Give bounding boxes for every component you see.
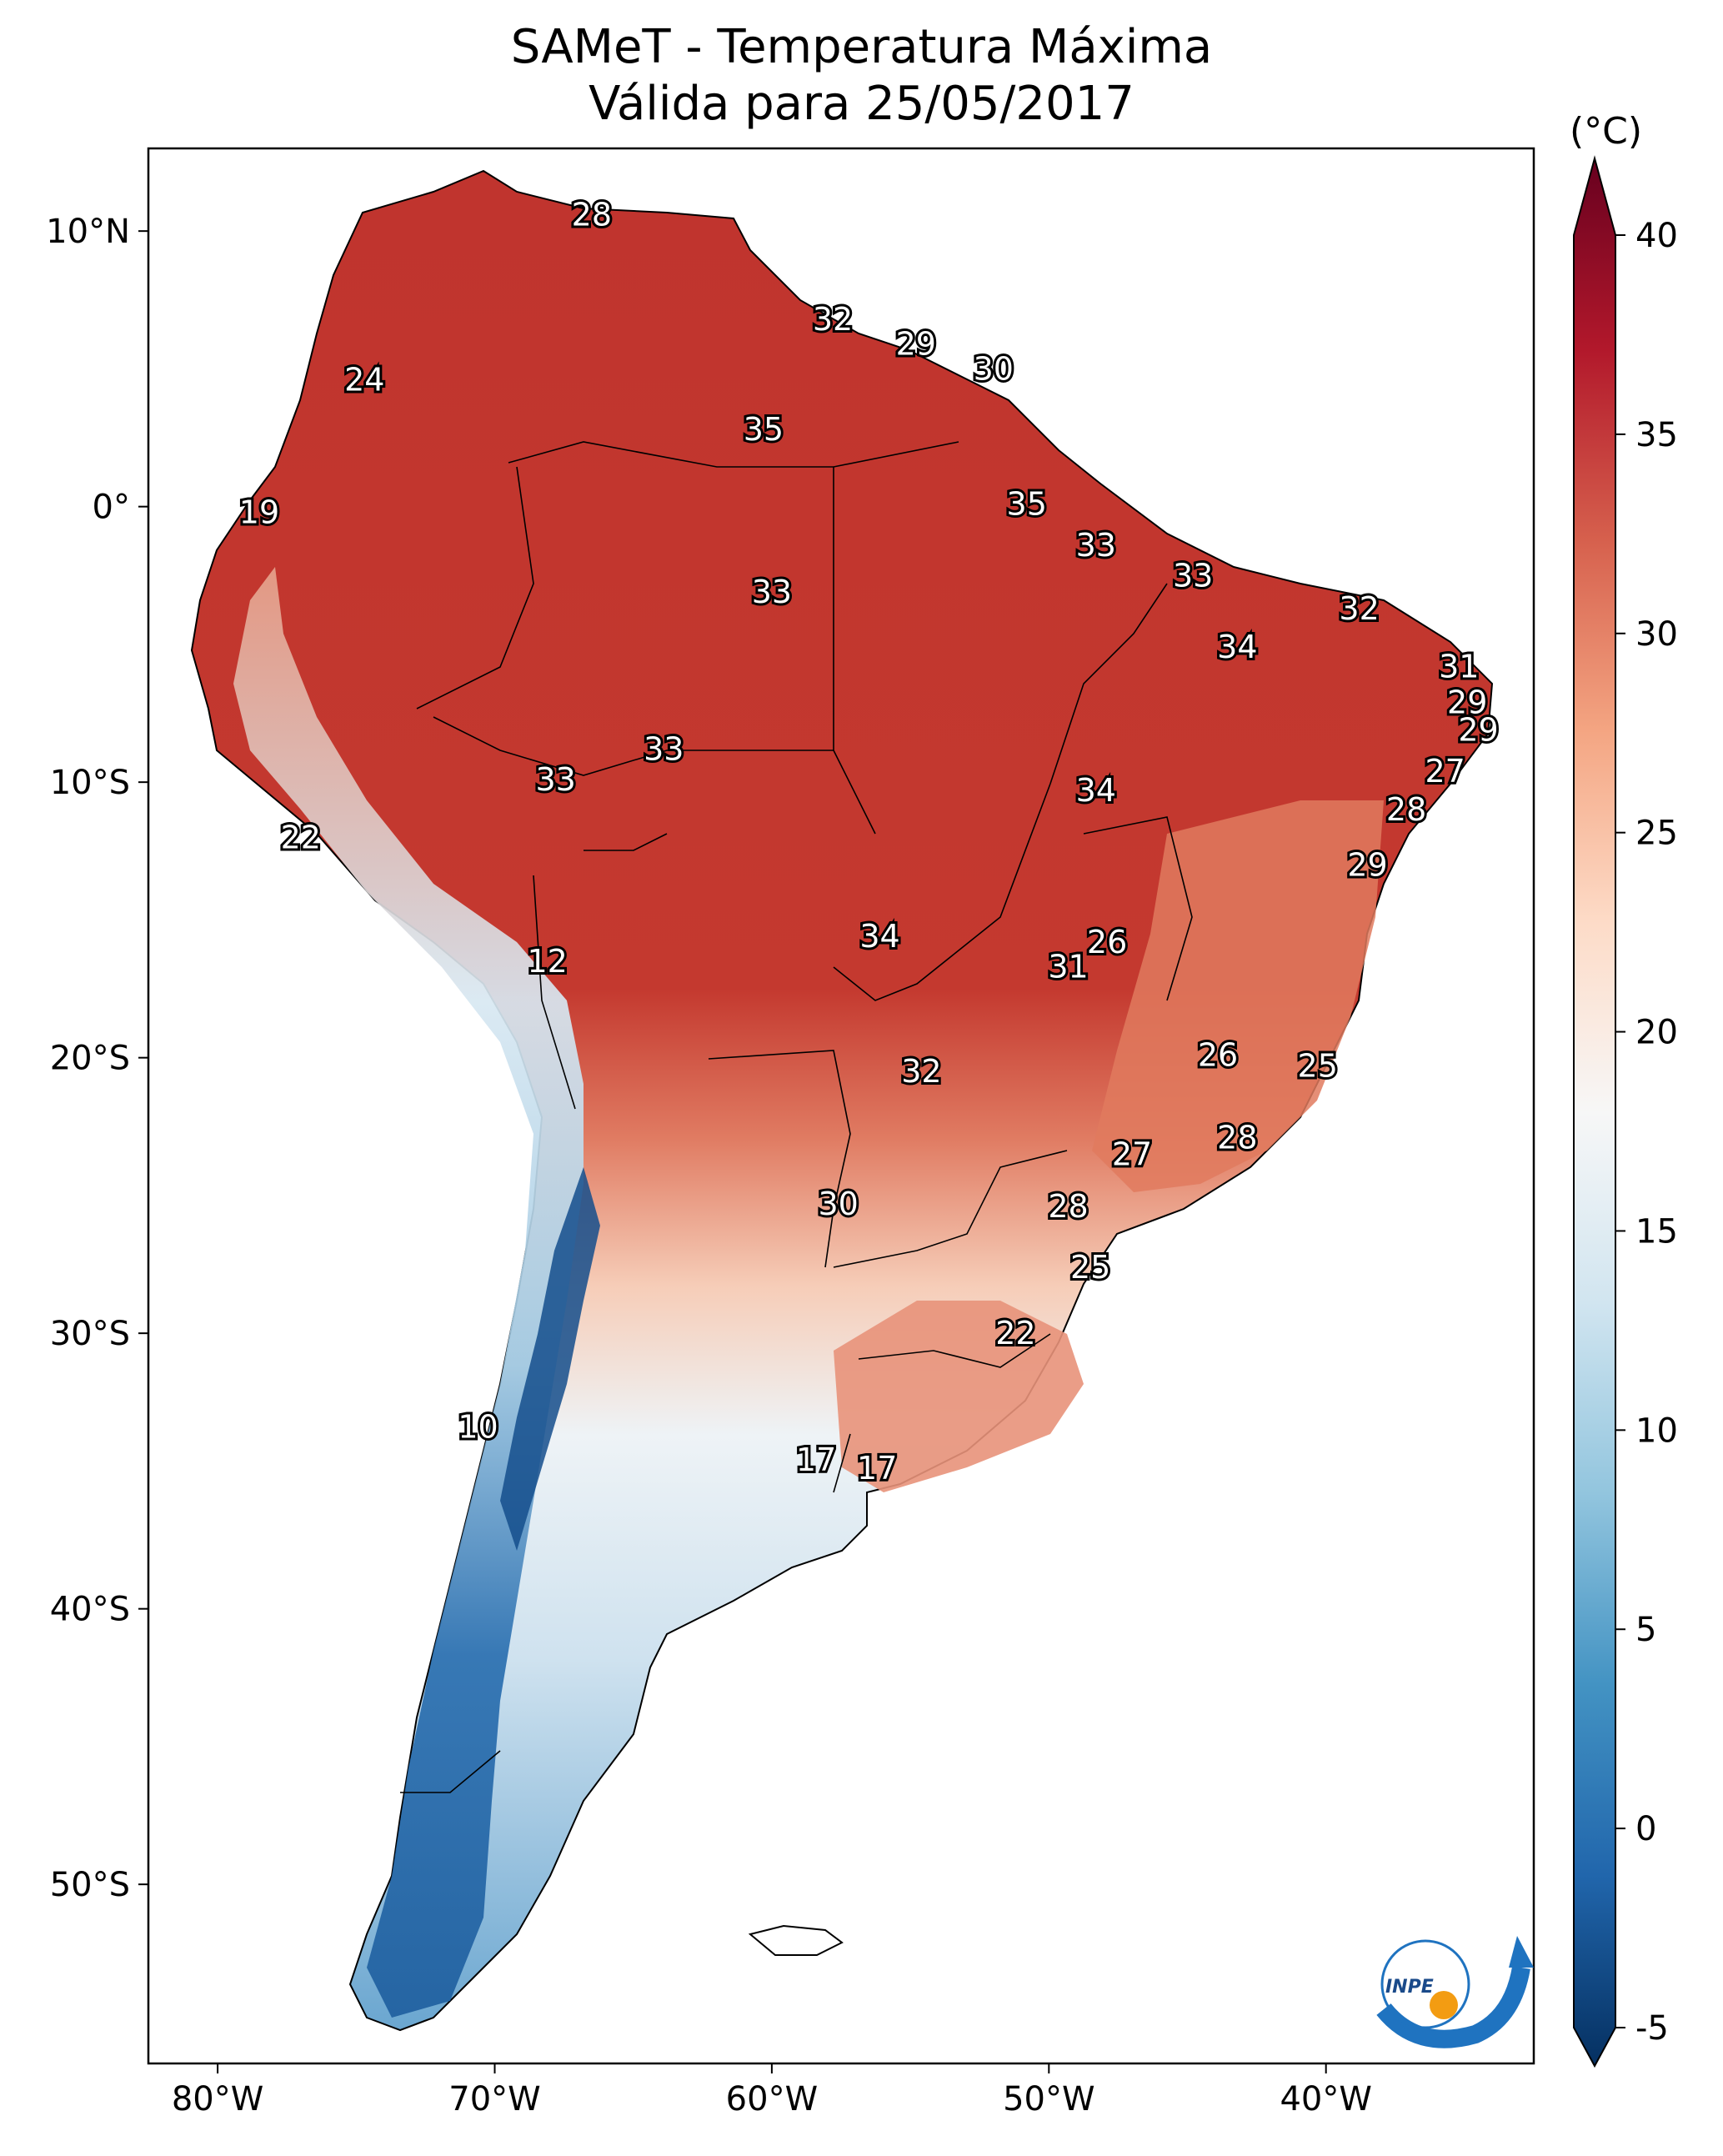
station-value: 28 bbox=[1217, 1120, 1257, 1156]
station-value: 31 bbox=[1048, 949, 1088, 985]
longitude-axis: 80°W 70°W 60°W 50°W 40°W bbox=[172, 2063, 1372, 2118]
colorbar: (°C) 40 35 30 25 20 15 10 5 0 -5 bbox=[1570, 110, 1678, 2068]
colorbar-tick-label: 10 bbox=[1635, 1411, 1678, 1450]
station-value: 33 bbox=[1076, 527, 1116, 564]
political-borders bbox=[400, 441, 1193, 1793]
colorbar-tick-label: 25 bbox=[1635, 815, 1678, 853]
lat-tick-label: 0° bbox=[93, 489, 130, 527]
station-value: 28 bbox=[572, 196, 612, 233]
colorbar-tick-label: 35 bbox=[1635, 416, 1678, 454]
station-value: 29 bbox=[1347, 846, 1387, 883]
colorbar-unit: (°C) bbox=[1570, 110, 1642, 153]
station-value: 31 bbox=[1439, 648, 1479, 684]
colorbar-tick-label: 15 bbox=[1635, 1212, 1678, 1251]
colorbar-tick-label: 5 bbox=[1635, 1611, 1656, 1649]
colorbar-fill bbox=[1573, 155, 1616, 2068]
lat-tick-label: 10°S bbox=[50, 764, 130, 802]
station-value: 32 bbox=[813, 301, 853, 338]
station-value: 19 bbox=[239, 494, 279, 530]
station-value: 24 bbox=[344, 362, 384, 399]
station-value: 22 bbox=[281, 819, 321, 855]
station-value: 29 bbox=[1458, 711, 1498, 748]
station-value: 34 bbox=[1076, 772, 1116, 809]
logo-text: INPE bbox=[1385, 1977, 1434, 1998]
logo-sun bbox=[1430, 1991, 1458, 2019]
lat-tick-label: 40°S bbox=[50, 1591, 130, 1629]
map-subtitle: Válida para 25/05/2017 bbox=[589, 77, 1134, 131]
inpe-logo: INPE bbox=[1376, 1936, 1534, 2048]
map-area bbox=[190, 169, 1494, 2032]
station-value: 30 bbox=[974, 350, 1014, 387]
station-value: 33 bbox=[1173, 557, 1213, 594]
station-value: 30 bbox=[818, 1186, 858, 1222]
station-value: 28 bbox=[1386, 791, 1426, 828]
colorbar-ticks: 40 35 30 25 20 15 10 5 0 -5 bbox=[1615, 217, 1678, 2048]
lat-tick-label: 20°S bbox=[50, 1040, 130, 1078]
station-value: 33 bbox=[535, 761, 575, 798]
south-brazil-warm-area bbox=[834, 1301, 1084, 1492]
lon-tick-label: 80°W bbox=[172, 2080, 263, 2118]
station-value: 17 bbox=[857, 1450, 897, 1487]
andes-cold-band bbox=[233, 567, 584, 2018]
high-andes-core bbox=[500, 1167, 600, 1551]
station-value: 22 bbox=[995, 1315, 1035, 1351]
colorbar-tick-label: -5 bbox=[1635, 2009, 1669, 2048]
station-value: 35 bbox=[1007, 485, 1047, 522]
station-value: 27 bbox=[1425, 753, 1465, 790]
station-value: 35 bbox=[744, 411, 784, 448]
station-value: 17 bbox=[796, 1442, 836, 1478]
lat-tick-label: 50°S bbox=[50, 1866, 130, 1904]
station-value: 10 bbox=[458, 1409, 498, 1446]
station-value: 33 bbox=[644, 730, 684, 767]
station-value: 28 bbox=[1048, 1188, 1088, 1225]
lat-tick-label: 10°N bbox=[46, 213, 130, 251]
colorbar-tick-label: 20 bbox=[1635, 1014, 1678, 1052]
map-title: SAMeT - Temperatura Máxima bbox=[510, 20, 1213, 74]
station-value: 29 bbox=[896, 326, 936, 363]
station-value: 12 bbox=[527, 943, 567, 980]
station-value: 32 bbox=[1339, 590, 1379, 627]
lon-tick-label: 50°W bbox=[1003, 2080, 1094, 2118]
colorbar-tick-label: 40 bbox=[1635, 217, 1678, 255]
lon-tick-label: 70°W bbox=[448, 2080, 540, 2118]
colorbar-tick-label: 30 bbox=[1635, 615, 1678, 654]
latitude-axis: 10°N 0° 10°S 20°S 30°S 40°S 50°S bbox=[46, 213, 148, 1904]
colorbar-tick-label: 0 bbox=[1635, 1810, 1656, 1848]
station-value: 34 bbox=[859, 918, 899, 955]
east-brazil-warm-area bbox=[1092, 800, 1384, 1192]
station-value: 29 bbox=[1447, 684, 1487, 720]
station-value: 27 bbox=[1112, 1136, 1152, 1172]
station-value: 26 bbox=[1198, 1036, 1238, 1073]
map-frame bbox=[147, 147, 1535, 2065]
station-value: 33 bbox=[752, 574, 792, 610]
station-value: 25 bbox=[1070, 1249, 1110, 1286]
lat-tick-label: 30°S bbox=[50, 1315, 130, 1353]
logo-arrow bbox=[1509, 1936, 1534, 1968]
station-value: 26 bbox=[1087, 924, 1127, 960]
station-value: 25 bbox=[1298, 1048, 1338, 1085]
lon-tick-label: 40°W bbox=[1280, 2080, 1371, 2118]
station-value: 32 bbox=[901, 1053, 941, 1090]
logo-ring bbox=[1380, 1939, 1470, 2029]
station-value: 34 bbox=[1217, 629, 1257, 665]
falkland-islands bbox=[748, 1924, 844, 1956]
logo-swoosh bbox=[1376, 1965, 1530, 2048]
lon-tick-label: 60°W bbox=[726, 2080, 818, 2118]
